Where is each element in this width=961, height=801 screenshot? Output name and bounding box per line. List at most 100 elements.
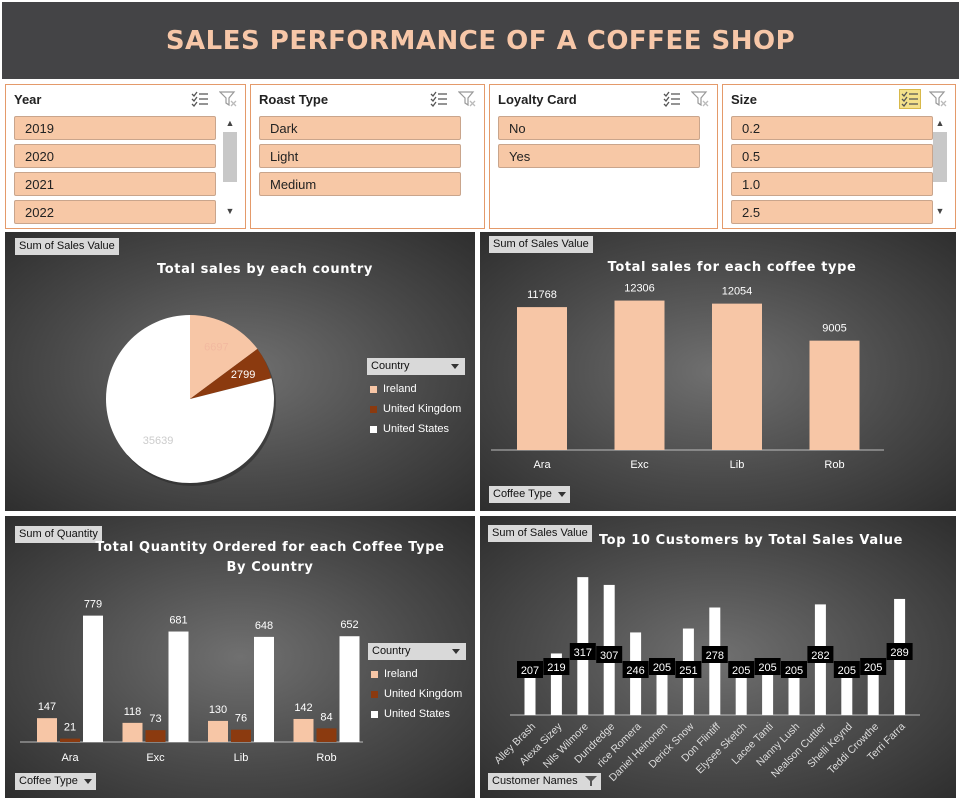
slicer-scrollbar[interactable]: ▲ ▼ xyxy=(222,116,238,220)
scroll-down-icon[interactable]: ▼ xyxy=(935,206,945,216)
bar[interactable] xyxy=(614,300,665,450)
bar[interactable] xyxy=(762,664,774,715)
bar[interactable] xyxy=(254,636,274,742)
scroll-down-icon[interactable]: ▼ xyxy=(225,206,235,216)
multi-select-icon[interactable] xyxy=(661,89,683,109)
bar[interactable] xyxy=(550,653,562,715)
bar-data-label: 207 xyxy=(521,665,539,677)
bar[interactable] xyxy=(60,738,80,742)
bar[interactable] xyxy=(517,307,567,450)
data-label-box xyxy=(728,661,755,678)
bar-data-label: 246 xyxy=(626,665,644,677)
pie-chart-title: Total sales by each country xyxy=(157,262,373,277)
quantity-legend: Country Ireland United Kingdom United Stat… xyxy=(368,643,466,720)
scroll-up-icon[interactable]: ▲ xyxy=(935,118,945,128)
pie-legend-country-button[interactable]: Country xyxy=(367,358,465,375)
coffee-type-value-field-button[interactable]: Sum of Sales Value xyxy=(489,236,593,253)
category-tick-label: Exc xyxy=(146,752,165,764)
slicer-item[interactable]: 2.5 xyxy=(731,200,933,224)
slicer-size[interactable]: Size 0.2 0.5 1.0 2.5 ▲ ▼ xyxy=(722,84,956,229)
bar-data-label: 282 xyxy=(811,650,829,662)
bar[interactable] xyxy=(37,718,57,742)
pie-value-field-button[interactable]: Sum of Sales Value xyxy=(15,238,119,255)
pie-slice[interactable] xyxy=(190,348,272,399)
slicer-item[interactable]: No xyxy=(498,116,700,140)
data-label-box xyxy=(622,661,649,678)
coffee-type-axis-button[interactable]: Coffee Type xyxy=(489,486,570,503)
scroll-up-icon[interactable]: ▲ xyxy=(225,118,235,128)
legend-swatch xyxy=(370,385,377,393)
slicer-loyalty-card[interactable]: Loyalty Card No Yes xyxy=(489,84,718,229)
clear-filter-icon[interactable] xyxy=(456,89,478,109)
bar[interactable] xyxy=(809,340,860,450)
bar[interactable] xyxy=(656,664,668,715)
slicer-item[interactable]: 2021 xyxy=(14,172,216,196)
bar-data-label: 317 xyxy=(574,647,592,659)
bar-data-label: 652 xyxy=(340,619,358,631)
bar-data-label: 76 xyxy=(235,713,247,725)
bar-data-label: 12054 xyxy=(722,286,753,298)
bar[interactable] xyxy=(208,720,228,742)
slicer-item[interactable]: 2019 xyxy=(14,116,216,140)
bar-data-label: 84 xyxy=(320,711,332,723)
slicer-year[interactable]: Year 2019 2020 2021 2022 ▲ ▼ xyxy=(5,84,246,229)
slicer-scrollbar[interactable]: ▲ ▼ xyxy=(932,116,948,220)
legend-label: Ireland xyxy=(383,383,417,395)
slicer-title: Loyalty Card xyxy=(498,92,577,107)
slicer-item[interactable]: Light xyxy=(259,144,461,168)
dashboard-title: SALES PERFORMANCE OF A COFFEE SHOP xyxy=(165,25,796,56)
bar[interactable] xyxy=(316,728,337,742)
bar-data-label: 205 xyxy=(732,665,750,677)
multi-select-icon[interactable] xyxy=(189,89,211,109)
pie-slice[interactable] xyxy=(190,315,258,399)
bar[interactable] xyxy=(735,664,747,715)
quantity-chart-title-line1: Total Quantity Ordered for each Coffee T… xyxy=(95,540,445,555)
clear-filter-icon[interactable] xyxy=(689,89,711,109)
quantity-legend-country-button[interactable]: Country xyxy=(368,643,466,660)
bar-data-label: 205 xyxy=(864,662,882,674)
bar[interactable] xyxy=(867,664,879,715)
slicer-item[interactable]: 1.0 xyxy=(731,172,933,196)
slicer-item[interactable]: Medium xyxy=(259,172,461,196)
bar[interactable] xyxy=(231,729,251,742)
slicer-item[interactable]: 0.5 xyxy=(731,144,933,168)
pie-legend: Country Ireland United Kingdom United Stat… xyxy=(367,358,465,435)
bar[interactable] xyxy=(83,615,103,742)
multi-select-icon[interactable] xyxy=(899,89,921,109)
bar[interactable] xyxy=(841,664,853,715)
slicer-item[interactable]: Dark xyxy=(259,116,461,140)
multi-select-icon[interactable] xyxy=(428,89,450,109)
bar-data-label: 648 xyxy=(255,620,273,632)
bar[interactable] xyxy=(145,730,166,742)
bar[interactable] xyxy=(339,636,360,742)
legend-swatch xyxy=(370,405,377,413)
bar-data-label: 205 xyxy=(758,662,776,674)
clear-filter-icon[interactable] xyxy=(217,89,239,109)
quantity-axis-button[interactable]: Coffee Type xyxy=(15,773,96,790)
legend-swatch xyxy=(371,690,378,698)
customers-axis-button[interactable]: Customer Names xyxy=(488,773,601,790)
quantity-value-field-button[interactable]: Sum of Quantity xyxy=(15,526,102,543)
slicer-item[interactable]: Yes xyxy=(498,144,700,168)
bar[interactable] xyxy=(168,631,189,742)
slicer-item[interactable]: 0.2 xyxy=(731,116,933,140)
pie-slice[interactable] xyxy=(106,315,274,483)
customers-value-field-button[interactable]: Sum of Sales Value xyxy=(488,525,592,542)
scroll-thumb[interactable] xyxy=(223,132,237,182)
bar[interactable] xyxy=(293,718,314,742)
legend-entry: United States xyxy=(367,423,465,435)
bar[interactable] xyxy=(122,722,143,742)
bar[interactable] xyxy=(712,303,762,450)
slicer-roast-type[interactable]: Roast Type Dark Light Medium xyxy=(250,84,485,229)
scroll-thumb[interactable] xyxy=(933,132,947,182)
bar-data-label: 21 xyxy=(64,722,76,734)
bar[interactable] xyxy=(788,664,800,715)
slicer-item[interactable]: 2022 xyxy=(14,200,216,224)
bar[interactable] xyxy=(524,662,536,715)
customers-chart-title: Top 10 Customers by Total Sales Value xyxy=(598,533,904,548)
country-pie-panel: Sum of Sales Value Total sales by each c… xyxy=(5,232,475,511)
dropdown-arrow-icon xyxy=(451,364,459,369)
slicer-item[interactable]: 2020 xyxy=(14,144,216,168)
bar-data-label: 142 xyxy=(294,702,312,714)
clear-filter-icon[interactable] xyxy=(927,89,949,109)
